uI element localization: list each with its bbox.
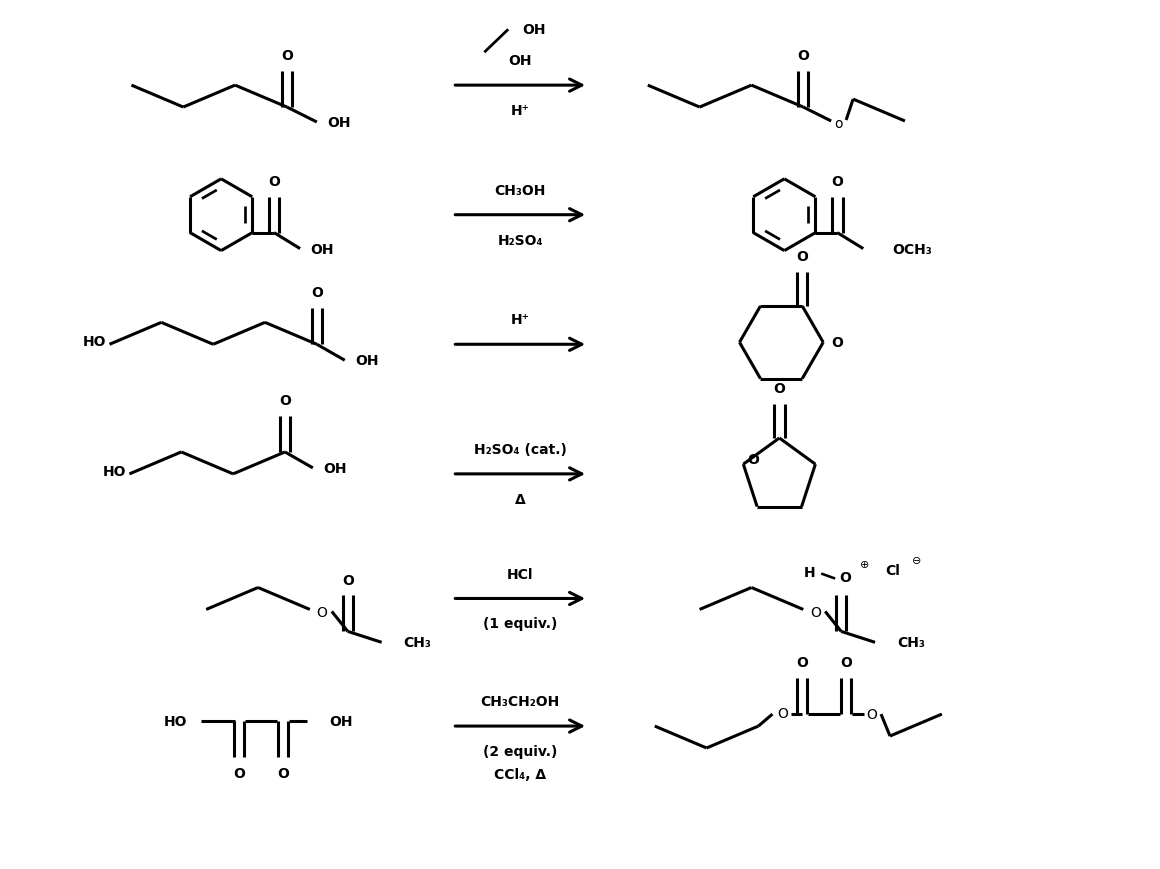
Text: H⁺: H⁺ (510, 313, 530, 327)
Text: ⊖: ⊖ (912, 555, 921, 565)
Text: O: O (797, 250, 809, 264)
Text: (2 equiv.): (2 equiv.) (483, 744, 557, 758)
Text: O: O (311, 286, 322, 300)
Text: H₂SO₄ (cat.): H₂SO₄ (cat.) (473, 442, 566, 456)
Text: H⁺: H⁺ (510, 104, 530, 118)
Text: OH: OH (322, 461, 347, 475)
Text: O: O (233, 766, 245, 780)
Text: OCH₃: OCH₃ (892, 242, 931, 256)
Text: OH: OH (310, 242, 334, 256)
Text: HCl: HCl (507, 567, 534, 580)
Text: CH₃: CH₃ (404, 635, 432, 650)
Text: ⊕: ⊕ (861, 559, 870, 569)
Text: O: O (317, 606, 327, 620)
Text: OH: OH (355, 354, 378, 368)
Text: OH: OH (328, 714, 353, 728)
Text: O: O (832, 175, 843, 189)
Text: O: O (342, 573, 354, 587)
Text: H₂SO₄: H₂SO₄ (498, 234, 543, 248)
Text: O: O (810, 606, 820, 620)
Text: o: o (834, 116, 843, 131)
Text: Cl: Cl (885, 563, 900, 577)
Text: OH: OH (522, 23, 546, 37)
Text: HO: HO (164, 714, 187, 728)
Text: O: O (774, 381, 785, 395)
Text: O: O (747, 453, 760, 467)
Text: (1 equiv.): (1 equiv.) (483, 617, 557, 631)
Text: Δ: Δ (515, 492, 525, 507)
Text: HO: HO (84, 335, 107, 348)
Text: O: O (268, 175, 280, 189)
Text: O: O (777, 706, 788, 720)
Text: OH: OH (327, 116, 350, 129)
Text: CCl₄, Δ: CCl₄, Δ (494, 767, 546, 781)
Text: CH₃OH: CH₃OH (494, 183, 546, 197)
Text: O: O (280, 394, 291, 408)
Text: OH: OH (508, 54, 532, 68)
Text: H: H (804, 565, 815, 579)
Text: O: O (277, 766, 289, 780)
Text: O: O (839, 570, 851, 584)
Text: O: O (832, 336, 843, 350)
Text: CH₃: CH₃ (897, 635, 925, 650)
Text: O: O (840, 655, 853, 669)
Text: CH₃CH₂OH: CH₃CH₂OH (480, 694, 560, 708)
Text: HO: HO (103, 464, 126, 478)
Text: O: O (797, 50, 810, 63)
Text: O: O (867, 707, 877, 721)
Text: O: O (797, 655, 809, 669)
Text: O: O (281, 50, 292, 63)
